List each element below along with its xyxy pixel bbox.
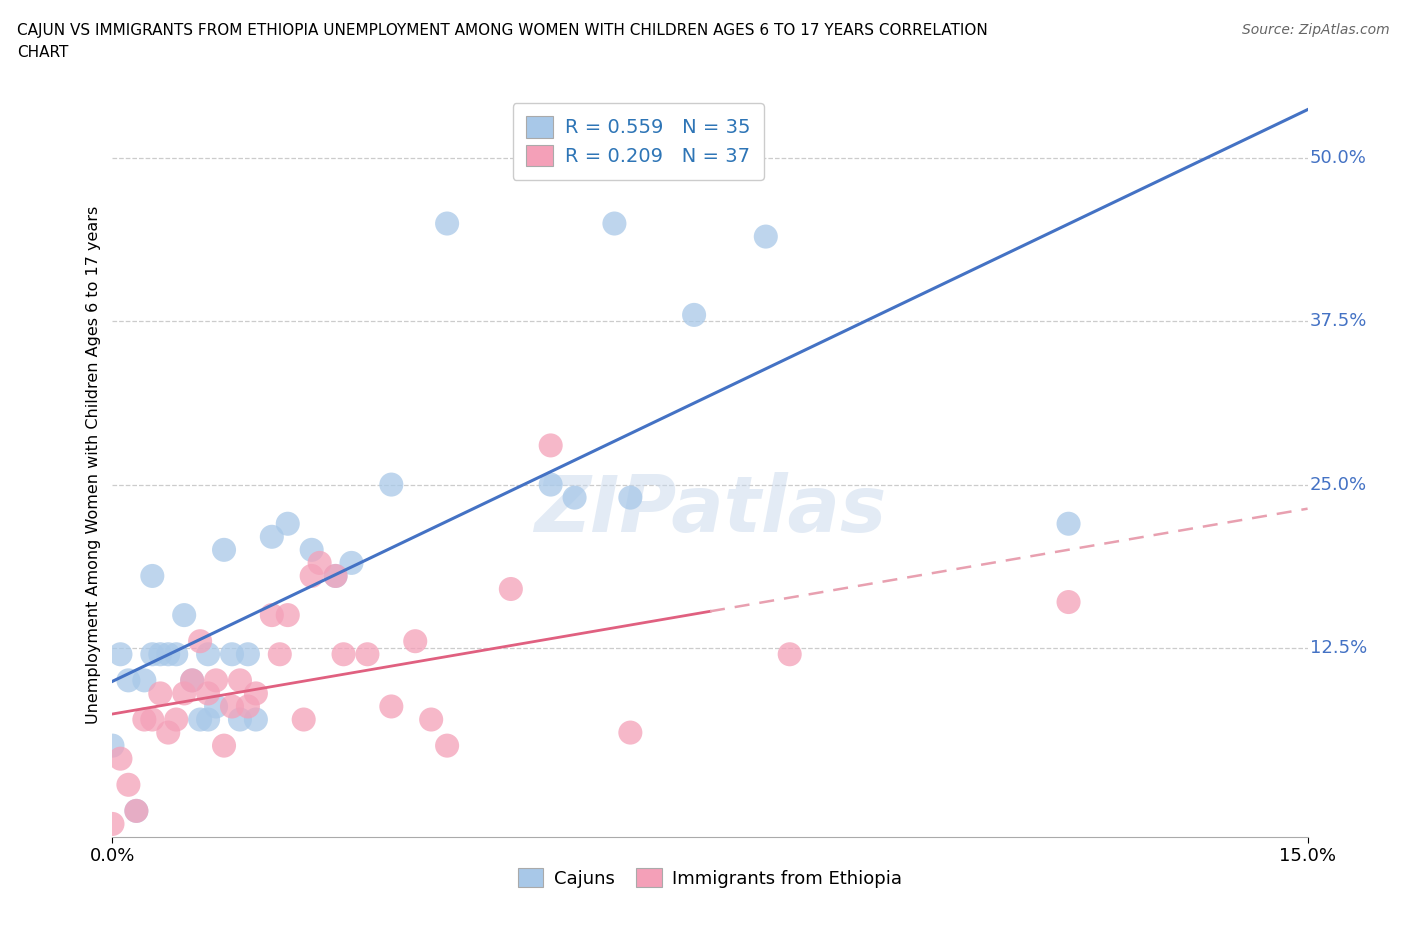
Point <box>197 647 219 662</box>
Point <box>197 686 219 701</box>
Text: CAJUN VS IMMIGRANTS FROM ETHIOPIA UNEMPLOYMENT AMONG WOMEN WITH CHILDREN AGES 6 : CAJUN VS IMMIGRANTS FROM ETHIOPIA UNEMPL… <box>17 23 987 38</box>
Point <box>117 777 139 792</box>
Point <box>436 216 458 231</box>
Point <box>181 673 204 688</box>
Text: 50.0%: 50.0% <box>1310 149 1367 167</box>
Point <box>380 699 402 714</box>
Point <box>125 804 148 818</box>
Point <box>356 647 378 662</box>
Text: 25.0%: 25.0% <box>1310 475 1367 494</box>
Point <box>1057 594 1080 609</box>
Point <box>301 568 323 583</box>
Point <box>117 673 139 688</box>
Point <box>141 647 163 662</box>
Point <box>779 647 801 662</box>
Point <box>236 699 259 714</box>
Point <box>325 568 347 583</box>
Point <box>260 607 283 622</box>
Point <box>245 686 267 701</box>
Point <box>173 607 195 622</box>
Point <box>269 647 291 662</box>
Point <box>173 686 195 701</box>
Point <box>420 712 443 727</box>
Point <box>205 673 228 688</box>
Point <box>260 529 283 544</box>
Point <box>603 216 626 231</box>
Point <box>292 712 315 727</box>
Point <box>141 568 163 583</box>
Point <box>205 699 228 714</box>
Point <box>277 607 299 622</box>
Point <box>221 647 243 662</box>
Point <box>325 568 347 583</box>
Text: CHART: CHART <box>17 45 69 60</box>
Point <box>101 738 124 753</box>
Point <box>245 712 267 727</box>
Point <box>619 725 641 740</box>
Point <box>125 804 148 818</box>
Point <box>221 699 243 714</box>
Point <box>683 308 706 323</box>
Point <box>101 817 124 831</box>
Y-axis label: Unemployment Among Women with Children Ages 6 to 17 years: Unemployment Among Women with Children A… <box>86 206 101 724</box>
Point <box>149 686 172 701</box>
Point <box>308 555 330 570</box>
Point <box>540 477 562 492</box>
Point <box>165 712 187 727</box>
Point <box>540 438 562 453</box>
Text: 37.5%: 37.5% <box>1310 312 1368 330</box>
Point <box>212 738 235 753</box>
Point <box>149 647 172 662</box>
Point <box>236 647 259 662</box>
Text: Source: ZipAtlas.com: Source: ZipAtlas.com <box>1241 23 1389 37</box>
Point <box>277 516 299 531</box>
Point <box>110 647 132 662</box>
Point <box>188 712 211 727</box>
Point <box>1057 516 1080 531</box>
Point <box>157 647 180 662</box>
Point <box>134 712 156 727</box>
Point <box>229 673 252 688</box>
Point <box>404 633 426 648</box>
Point <box>165 647 187 662</box>
Point <box>564 490 586 505</box>
Point <box>181 673 204 688</box>
Point <box>301 542 323 557</box>
Point <box>134 673 156 688</box>
Point <box>340 555 363 570</box>
Point <box>436 738 458 753</box>
Text: ZIPatlas: ZIPatlas <box>534 472 886 548</box>
Legend: Cajuns, Immigrants from Ethiopia: Cajuns, Immigrants from Ethiopia <box>510 861 910 895</box>
Text: 12.5%: 12.5% <box>1310 639 1367 657</box>
Point <box>188 633 211 648</box>
Point <box>197 712 219 727</box>
Point <box>157 725 180 740</box>
Point <box>755 229 778 244</box>
Point <box>229 712 252 727</box>
Point <box>332 647 354 662</box>
Point <box>212 542 235 557</box>
Point <box>380 477 402 492</box>
Point <box>619 490 641 505</box>
Point <box>499 581 522 596</box>
Point <box>141 712 163 727</box>
Point <box>110 751 132 766</box>
